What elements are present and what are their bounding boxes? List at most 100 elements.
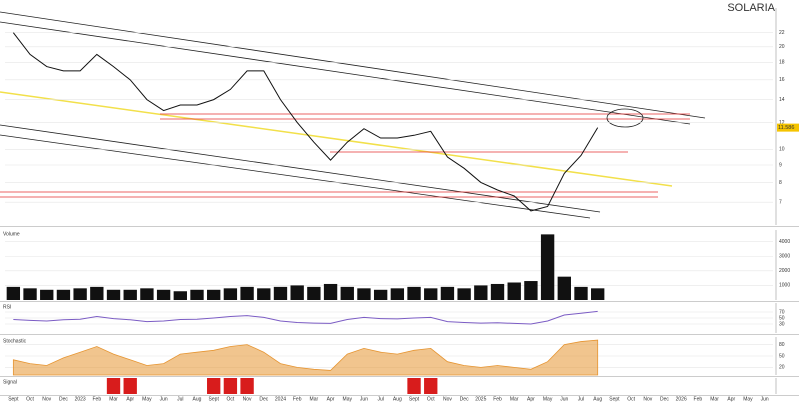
bar xyxy=(273,286,288,300)
trend-line xyxy=(0,124,601,213)
bar xyxy=(106,289,121,300)
line xyxy=(13,310,598,325)
y-tick-label: 16 xyxy=(779,77,785,83)
x-tick-label: Sept xyxy=(409,396,420,402)
bar xyxy=(524,281,538,300)
bar xyxy=(340,286,354,300)
bar xyxy=(323,283,338,300)
x-tick-label: Nov xyxy=(42,396,51,402)
y-tick-label: 4000 xyxy=(779,239,790,245)
bar xyxy=(474,285,488,300)
y-tick-label: 10 xyxy=(779,147,785,153)
bar xyxy=(424,288,438,300)
x-tick-label: 2024 xyxy=(275,396,286,402)
chart-title: SOLARIA xyxy=(727,2,775,14)
x-tick-label: May xyxy=(543,396,553,402)
x-tick-label: Jul xyxy=(177,396,183,402)
bar xyxy=(290,285,304,300)
x-tick-label: Apr xyxy=(327,396,335,402)
x-tick-label: Nov xyxy=(443,396,452,402)
x-tick-label: Jun xyxy=(360,396,368,402)
y-tick-label: 9 xyxy=(779,162,782,168)
x-tick-label: Feb xyxy=(694,396,703,402)
bar xyxy=(90,286,104,300)
trend-line xyxy=(0,11,706,119)
x-tick-label: Apr xyxy=(527,396,535,402)
bar xyxy=(490,283,505,300)
x-tick-label: Jun xyxy=(160,396,168,402)
x-tick-label: May xyxy=(142,396,152,402)
bar xyxy=(56,289,71,300)
x-tick-label: Sept xyxy=(8,396,19,402)
bar xyxy=(223,378,238,394)
bar xyxy=(357,288,371,300)
bar xyxy=(156,289,171,300)
bar xyxy=(73,288,87,300)
bar xyxy=(440,286,455,300)
bar xyxy=(390,288,405,300)
x-tick-label: Jun xyxy=(560,396,568,402)
bar xyxy=(140,288,154,300)
bar xyxy=(223,288,238,300)
x-tick-label: 2025 xyxy=(475,396,486,402)
bar xyxy=(407,286,421,300)
y-tick-label: 70 xyxy=(779,309,785,315)
x-tick-label: Aug xyxy=(193,396,202,402)
bar xyxy=(240,378,254,394)
x-tick-label: 2026 xyxy=(676,396,687,402)
y-tick-label: 14 xyxy=(779,97,785,103)
bar xyxy=(123,378,137,394)
x-tick-label: Dec xyxy=(660,396,669,402)
x-tick-label: Feb xyxy=(493,396,502,402)
bar xyxy=(207,289,221,300)
bar xyxy=(457,288,471,300)
y-tick-label: 3000 xyxy=(779,254,790,260)
value-label: 11.586 xyxy=(778,125,794,131)
drawings xyxy=(0,11,706,219)
y-tick-label: 20 xyxy=(779,365,785,371)
bar xyxy=(257,288,271,300)
x-tick-label: Oct xyxy=(227,396,235,402)
bar xyxy=(6,286,21,300)
y-tick-label: 30 xyxy=(779,321,785,327)
area xyxy=(12,339,599,376)
x-tick-label: Sept xyxy=(209,396,220,402)
pane-title: RSI xyxy=(3,304,11,310)
bar xyxy=(507,282,521,300)
y-tick-label: 22 xyxy=(779,30,785,36)
bar xyxy=(190,289,204,300)
bar xyxy=(540,234,555,300)
x-tick-label: 2023 xyxy=(75,396,86,402)
y-tick-label: 20 xyxy=(779,44,785,50)
bar xyxy=(407,378,421,394)
bar xyxy=(123,289,137,300)
x-tick-label: Mar xyxy=(710,396,719,402)
trend-line xyxy=(0,21,691,125)
x-tick-label: Mar xyxy=(510,396,519,402)
bar xyxy=(373,289,388,300)
bar xyxy=(40,289,54,300)
x-tick-label: Feb xyxy=(93,396,102,402)
bar xyxy=(307,286,321,300)
x-tick-label: Apr xyxy=(727,396,735,402)
y-tick-label: 80 xyxy=(779,342,785,348)
y-tick-label: 50 xyxy=(779,353,785,359)
bar xyxy=(106,378,121,394)
x-tick-label: Aug xyxy=(593,396,602,402)
y-tick-label: 1000 xyxy=(779,283,790,289)
trend-line xyxy=(0,134,591,219)
x-tick-label: Feb xyxy=(293,396,302,402)
highlight-ellipse xyxy=(606,108,644,128)
bar xyxy=(173,291,187,300)
x-tick-label: May xyxy=(343,396,353,402)
x-tick-label: Nov xyxy=(243,396,252,402)
x-tick-label: Dec xyxy=(259,396,268,402)
value-label-box xyxy=(777,123,799,132)
bar xyxy=(207,378,221,394)
x-tick-label: Mar xyxy=(109,396,118,402)
trend-line xyxy=(0,91,673,187)
x-tick-label: Nov xyxy=(643,396,652,402)
y-tick-label: 50 xyxy=(779,315,785,321)
